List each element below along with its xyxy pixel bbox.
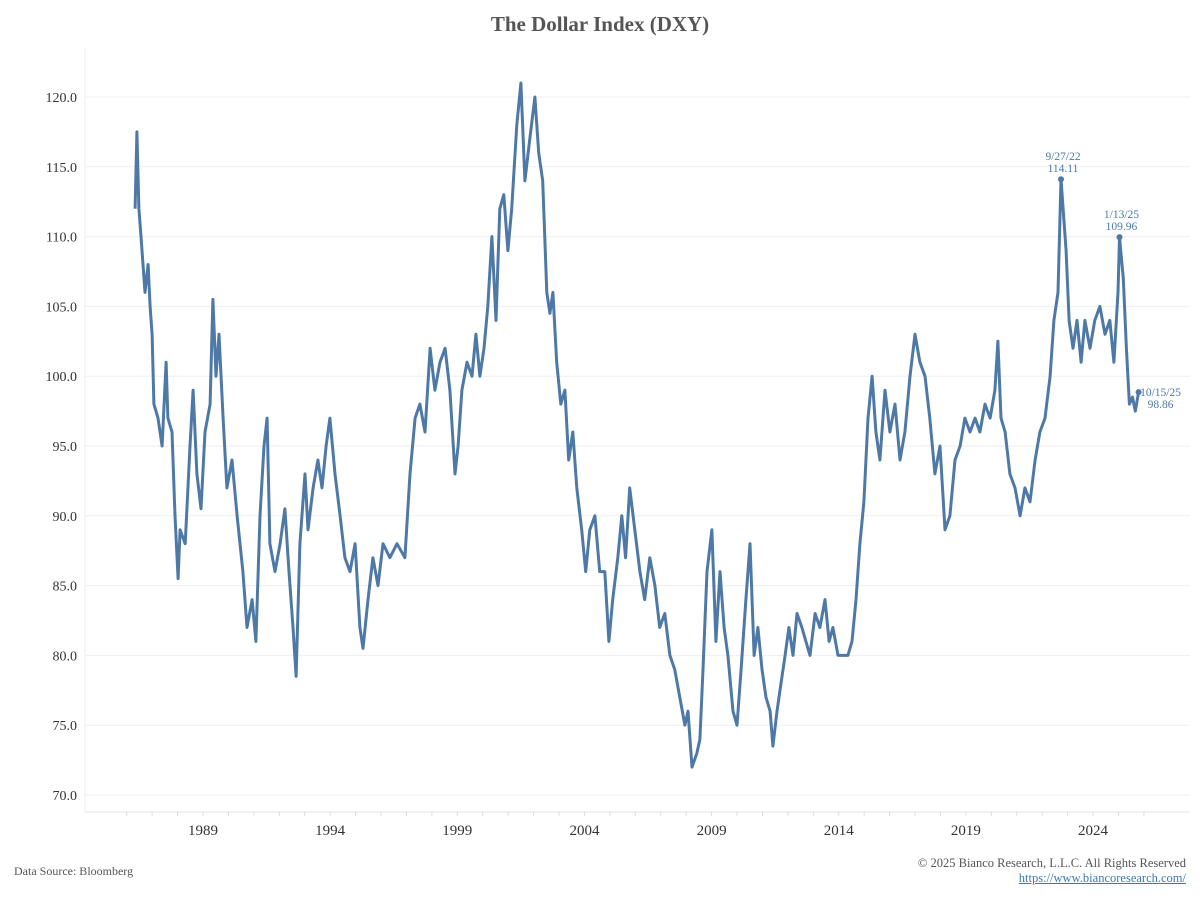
x-tick-label: 1989 [188, 823, 218, 839]
website-link[interactable]: https://www.biancoresearch.com/ [1018, 871, 1186, 885]
series-line-dxy [133, 81, 1141, 769]
annotation-date: 10/15/25 [1140, 387, 1181, 399]
x-tick-label: 2019 [951, 823, 981, 839]
y-tick-label: 70.0 [53, 789, 78, 804]
x-tick-label: 2009 [697, 823, 727, 839]
x-tick-label: 2024 [1078, 823, 1109, 839]
copyright-block: © 2025 Bianco Research, L.L.C. All Right… [918, 856, 1186, 886]
y-tick-label: 95.0 [53, 440, 78, 455]
x-tick-label: 1994 [315, 823, 346, 839]
annotation-value: 98.86 [1148, 399, 1174, 411]
y-tick-label: 85.0 [53, 580, 78, 595]
annotation-value: 114.11 [1048, 163, 1079, 175]
y-tick-label: 90.0 [53, 510, 78, 525]
chart-title: The Dollar Index (DXY) [490, 12, 710, 36]
annotation-marker [1116, 234, 1123, 241]
y-tick-label: 115.0 [46, 161, 77, 176]
annotation-value: 109.96 [1106, 221, 1138, 233]
x-tick-label: 1999 [442, 823, 472, 839]
annotation-date: 9/27/22 [1045, 151, 1080, 163]
annotation-date: 1/13/25 [1104, 209, 1139, 221]
annotation-marker [1058, 176, 1065, 183]
x-tick-label: 2004 [569, 823, 600, 839]
y-tick-label: 100.0 [46, 370, 78, 385]
y-tick-label: 120.0 [46, 91, 78, 106]
x-tick-label: 2014 [824, 823, 855, 839]
y-tick-label: 105.0 [46, 300, 78, 315]
y-tick-label: 110.0 [46, 231, 77, 246]
data-source: Data Source: Bloomberg [14, 864, 134, 878]
copyright-text: © 2025 Bianco Research, L.L.C. All Right… [917, 856, 1186, 870]
annotation-marker [1135, 389, 1142, 396]
y-tick-label: 75.0 [53, 719, 78, 734]
y-tick-label: 80.0 [53, 649, 78, 664]
